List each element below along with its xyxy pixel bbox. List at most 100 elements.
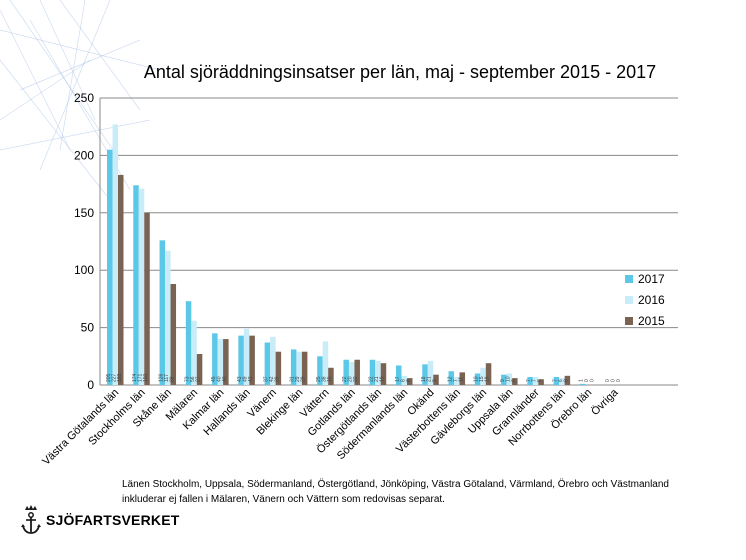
data-label: 20 bbox=[348, 376, 354, 382]
data-label: 15 bbox=[479, 376, 485, 382]
legend-item-2017: 2017 bbox=[625, 268, 665, 289]
bar-2015-1 bbox=[144, 212, 150, 385]
data-label: 25 bbox=[316, 376, 322, 382]
data-label: 21 bbox=[374, 376, 380, 382]
bar-2015-2 bbox=[170, 283, 177, 385]
background-line bbox=[0, 59, 111, 201]
data-label: 45 bbox=[211, 376, 217, 382]
data-label: 7 bbox=[453, 379, 459, 382]
data-label: 171 bbox=[138, 373, 144, 382]
bar-2016-14 bbox=[480, 367, 486, 385]
data-label: 42 bbox=[269, 376, 275, 382]
y-tick-label: 150 bbox=[74, 206, 94, 220]
bar-2015-6 bbox=[275, 351, 282, 385]
bar-2016-2 bbox=[165, 250, 171, 385]
bar-2017-16 bbox=[527, 376, 533, 385]
background-line bbox=[39, 0, 111, 171]
bar-2017-0 bbox=[107, 149, 113, 385]
bar-2016-9 bbox=[348, 362, 355, 385]
background-line bbox=[39, 0, 96, 121]
data-label: 1 bbox=[579, 379, 585, 382]
data-label: 0 bbox=[616, 379, 622, 382]
bar-2015-14 bbox=[485, 363, 492, 385]
legend-swatch-2015 bbox=[625, 316, 633, 325]
bar-2017-1 bbox=[133, 185, 139, 385]
footnote: Länen Stockholm, Uppsala, Södermanland, … bbox=[122, 479, 669, 505]
bar-2015-15 bbox=[512, 378, 518, 385]
data-label: 227 bbox=[111, 373, 117, 382]
bar-2015-11 bbox=[407, 378, 413, 385]
y-tick-label: 100 bbox=[74, 263, 94, 277]
chart-title: Antal sjöräddningsinsatser per län, maj … bbox=[143, 62, 657, 82]
legend-item-2016: 2016 bbox=[625, 289, 665, 310]
y-tick-label: 200 bbox=[74, 148, 94, 162]
bar-2017-12 bbox=[422, 364, 428, 385]
bar-2016-5 bbox=[243, 328, 250, 385]
bar-2017-15 bbox=[501, 374, 507, 385]
data-label: 183 bbox=[117, 373, 123, 382]
data-label: 21 bbox=[427, 376, 433, 382]
bar-2016-11 bbox=[401, 375, 407, 385]
data-label: 126 bbox=[158, 373, 164, 382]
data-label: 19 bbox=[379, 376, 385, 382]
data-label: 6 bbox=[406, 379, 412, 382]
bar-2015-10 bbox=[380, 363, 387, 385]
data-label: 0 bbox=[590, 379, 596, 382]
background-line bbox=[0, 119, 151, 151]
background-line bbox=[0, 59, 91, 121]
data-label: 43 bbox=[248, 376, 254, 382]
data-label: 73 bbox=[185, 376, 191, 382]
data-label: 9 bbox=[432, 379, 438, 382]
legend-item-2015: 2015 bbox=[625, 310, 665, 331]
bar-2015-4 bbox=[223, 339, 229, 385]
background-line bbox=[59, 0, 86, 151]
data-label: 5 bbox=[537, 379, 543, 382]
data-label: 22 bbox=[353, 376, 359, 382]
bar-2015-17 bbox=[564, 375, 571, 385]
bar-2017-4 bbox=[212, 333, 218, 385]
bar-2016-13 bbox=[454, 376, 460, 385]
data-label: 29 bbox=[274, 376, 280, 382]
data-label: 0 bbox=[584, 379, 590, 382]
data-label: 8 bbox=[400, 379, 406, 382]
data-label: 150 bbox=[143, 373, 149, 382]
anchor-crown-icon bbox=[21, 505, 41, 534]
bar-2015-0 bbox=[118, 174, 124, 385]
bar-2017-5 bbox=[238, 335, 244, 385]
data-label: 8 bbox=[563, 379, 569, 382]
data-label: 205 bbox=[106, 373, 112, 382]
legend-swatch-2016 bbox=[625, 295, 633, 304]
data-label: 40 bbox=[216, 376, 222, 382]
bar-2017-11 bbox=[396, 365, 402, 385]
bar-2015-9 bbox=[354, 359, 360, 385]
data-label: 29 bbox=[301, 376, 307, 382]
bar-2017-18 bbox=[579, 383, 586, 385]
bar-2017-17 bbox=[553, 376, 560, 385]
bar-2017-6 bbox=[264, 342, 271, 385]
data-label: 15 bbox=[327, 376, 333, 382]
logo-text: SJÖFARTSVERKET bbox=[46, 512, 180, 528]
data-label: 174 bbox=[132, 373, 138, 382]
data-label: 117 bbox=[164, 374, 170, 382]
bar-2016-3 bbox=[191, 320, 197, 385]
legend-label-2015: 2015 bbox=[638, 313, 665, 328]
bar-2016-8 bbox=[322, 341, 329, 385]
data-label: 0 bbox=[610, 379, 616, 382]
data-label: 7 bbox=[552, 379, 558, 382]
bar-2016-4 bbox=[217, 339, 224, 385]
bar-2017-8 bbox=[317, 356, 323, 385]
background-line bbox=[0, 9, 71, 151]
bar-2015-12 bbox=[433, 374, 439, 385]
data-label: 38 bbox=[321, 376, 327, 382]
data-label: 6 bbox=[511, 379, 517, 382]
data-label: 22 bbox=[342, 376, 348, 382]
bar-2016-12 bbox=[427, 360, 434, 385]
bar-2015-7 bbox=[301, 351, 308, 385]
bar-2016-7 bbox=[296, 351, 302, 385]
bar-2017-7 bbox=[290, 349, 297, 385]
x-tick-label: Övriga bbox=[589, 386, 621, 418]
data-label: 88 bbox=[169, 376, 175, 382]
data-label: 6 bbox=[558, 379, 564, 382]
data-label: 10 bbox=[474, 376, 480, 382]
